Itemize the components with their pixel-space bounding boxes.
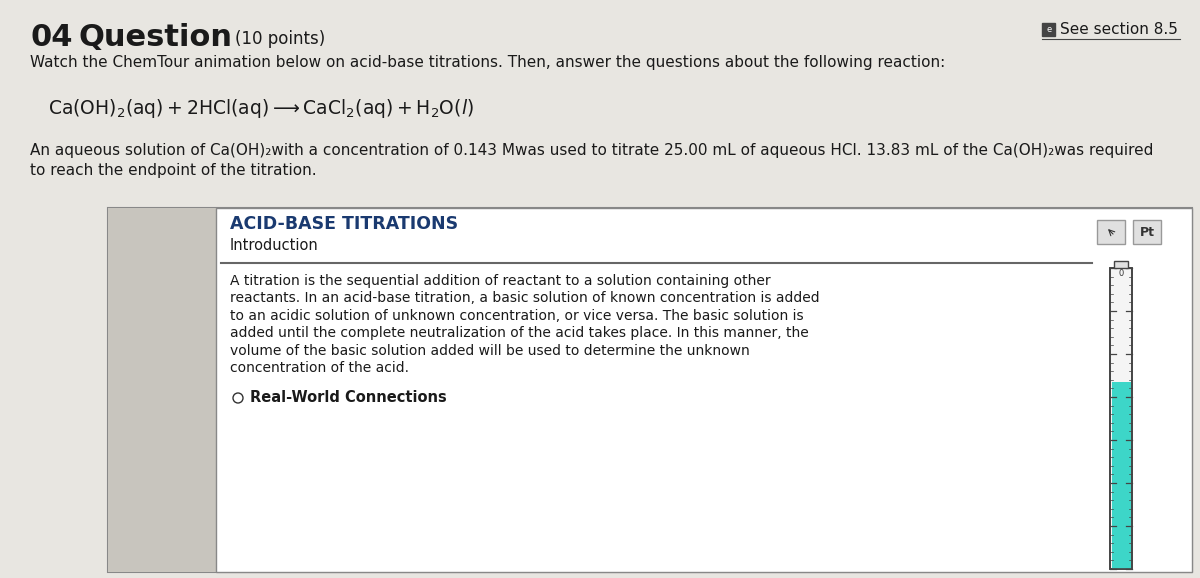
- Text: added until the complete neutralization of the acid takes place. In this manner,: added until the complete neutralization …: [230, 327, 809, 340]
- Text: e: e: [1046, 24, 1051, 34]
- Text: Watch the ChemTour animation below on acid-base titrations. Then, answer the que: Watch the ChemTour animation below on ac…: [30, 54, 946, 69]
- Text: ACID-BASE TITRATIONS: ACID-BASE TITRATIONS: [230, 215, 458, 233]
- Bar: [1110, 268, 1132, 569]
- Text: reactants. In an acid-base titration, a basic solution of known concentration is: reactants. In an acid-base titration, a …: [230, 291, 820, 306]
- Text: 04: 04: [30, 24, 72, 53]
- Text: 0: 0: [1118, 269, 1123, 279]
- Bar: [216, 208, 1192, 572]
- Text: An aqueous solution of Ca(OH)₂with a concentration of 0.143 Mwas used to titrate: An aqueous solution of Ca(OH)₂with a con…: [30, 143, 1153, 157]
- Text: See section 8.5: See section 8.5: [1060, 23, 1178, 38]
- Text: volume of the basic solution added will be used to determine the unknown: volume of the basic solution added will …: [230, 344, 750, 358]
- Text: $\mathrm{Ca(OH)_2(aq)+2HCl(aq)\longrightarrow CaCl_2(aq)+H_2O(\mathit{l})}$: $\mathrm{Ca(OH)_2(aq)+2HCl(aq)\longright…: [48, 97, 474, 120]
- Bar: [1110, 268, 1132, 569]
- Bar: [1133, 220, 1162, 244]
- Bar: [1042, 23, 1055, 36]
- Text: Introduction: Introduction: [230, 239, 319, 254]
- Bar: [216, 208, 1192, 572]
- Bar: [1114, 261, 1128, 268]
- Bar: [1111, 383, 1130, 569]
- Text: (10 points): (10 points): [235, 30, 325, 48]
- Text: to an acidic solution of unknown concentration, or vice versa. The basic solutio: to an acidic solution of unknown concent…: [230, 309, 804, 323]
- Bar: [1097, 220, 1126, 244]
- Text: Question: Question: [78, 24, 232, 53]
- Bar: [108, 208, 216, 572]
- Text: Real-World Connections: Real-World Connections: [250, 391, 446, 406]
- Text: Pt: Pt: [1140, 225, 1154, 239]
- Text: concentration of the acid.: concentration of the acid.: [230, 361, 409, 376]
- Text: to reach the endpoint of the titration.: to reach the endpoint of the titration.: [30, 162, 317, 177]
- Text: A titration is the sequential addition of reactant to a solution containing othe: A titration is the sequential addition o…: [230, 274, 770, 288]
- Bar: [108, 208, 1192, 572]
